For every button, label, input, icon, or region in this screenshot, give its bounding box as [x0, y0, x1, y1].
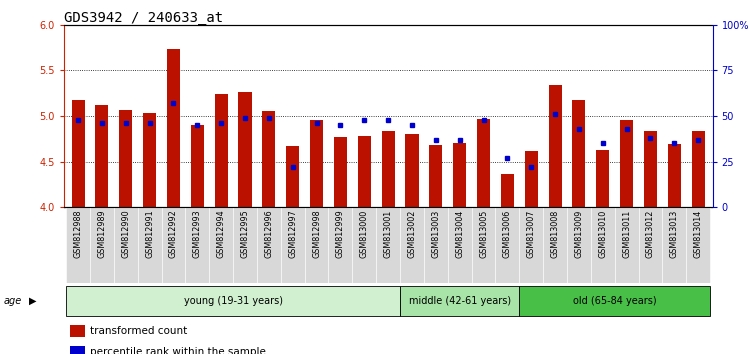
- Text: middle (42-61 years): middle (42-61 years): [409, 296, 511, 306]
- FancyBboxPatch shape: [400, 207, 424, 283]
- FancyBboxPatch shape: [138, 207, 161, 283]
- Bar: [382, 131, 394, 207]
- Text: GDS3942 / 240633_at: GDS3942 / 240633_at: [64, 11, 223, 25]
- Bar: [644, 131, 657, 207]
- Bar: [429, 145, 442, 207]
- Bar: [238, 92, 251, 207]
- Bar: [167, 50, 180, 207]
- FancyBboxPatch shape: [352, 207, 376, 283]
- Bar: [95, 105, 109, 207]
- Bar: [286, 146, 299, 207]
- FancyBboxPatch shape: [114, 207, 138, 283]
- FancyBboxPatch shape: [376, 207, 400, 283]
- Bar: [310, 120, 323, 207]
- FancyBboxPatch shape: [543, 207, 567, 283]
- FancyBboxPatch shape: [400, 286, 519, 316]
- Bar: [548, 85, 562, 207]
- Bar: [668, 144, 681, 207]
- FancyBboxPatch shape: [185, 207, 209, 283]
- Text: GSM813002: GSM813002: [407, 209, 416, 258]
- Text: GSM812990: GSM812990: [122, 209, 130, 258]
- Bar: [119, 109, 132, 207]
- Bar: [596, 150, 609, 207]
- FancyBboxPatch shape: [519, 207, 543, 283]
- Bar: [334, 137, 347, 207]
- FancyBboxPatch shape: [90, 207, 114, 283]
- FancyBboxPatch shape: [233, 207, 257, 283]
- Text: GSM813014: GSM813014: [694, 209, 703, 258]
- Text: GSM813006: GSM813006: [503, 209, 512, 258]
- FancyBboxPatch shape: [70, 325, 85, 337]
- FancyBboxPatch shape: [66, 207, 90, 283]
- FancyBboxPatch shape: [638, 207, 662, 283]
- Text: GSM812989: GSM812989: [98, 209, 106, 258]
- Bar: [262, 112, 275, 207]
- FancyBboxPatch shape: [448, 207, 472, 283]
- Text: GSM812997: GSM812997: [288, 209, 297, 258]
- Text: GSM813001: GSM813001: [383, 209, 393, 258]
- Bar: [477, 119, 490, 207]
- Text: percentile rank within the sample: percentile rank within the sample: [90, 347, 266, 354]
- Text: GSM812993: GSM812993: [193, 209, 202, 258]
- Bar: [214, 94, 228, 207]
- Bar: [406, 134, 418, 207]
- FancyBboxPatch shape: [591, 207, 615, 283]
- FancyBboxPatch shape: [257, 207, 280, 283]
- Text: GSM813003: GSM813003: [431, 209, 440, 258]
- Bar: [525, 150, 538, 207]
- Bar: [572, 99, 586, 207]
- Text: GSM813005: GSM813005: [479, 209, 488, 258]
- Bar: [143, 113, 156, 207]
- FancyBboxPatch shape: [519, 286, 710, 316]
- Text: GSM813013: GSM813013: [670, 209, 679, 258]
- FancyBboxPatch shape: [686, 207, 710, 283]
- Text: GSM812994: GSM812994: [217, 209, 226, 258]
- Text: GSM813009: GSM813009: [574, 209, 584, 258]
- FancyBboxPatch shape: [567, 207, 591, 283]
- Text: old (65-84 years): old (65-84 years): [573, 296, 656, 306]
- Text: GSM813010: GSM813010: [598, 209, 608, 258]
- FancyBboxPatch shape: [424, 207, 448, 283]
- Text: GSM812992: GSM812992: [169, 209, 178, 258]
- Bar: [453, 143, 466, 207]
- Text: young (19-31 years): young (19-31 years): [184, 296, 283, 306]
- Text: GSM813008: GSM813008: [550, 209, 560, 258]
- Bar: [620, 120, 633, 207]
- Text: transformed count: transformed count: [90, 326, 187, 336]
- Text: GSM812999: GSM812999: [336, 209, 345, 258]
- Bar: [501, 174, 514, 207]
- FancyBboxPatch shape: [209, 207, 233, 283]
- Text: GSM813004: GSM813004: [455, 209, 464, 258]
- FancyBboxPatch shape: [280, 207, 304, 283]
- FancyBboxPatch shape: [70, 346, 85, 354]
- Text: GSM813012: GSM813012: [646, 209, 655, 258]
- Text: GSM813011: GSM813011: [622, 209, 632, 258]
- Text: age: age: [4, 296, 22, 306]
- Text: GSM813000: GSM813000: [360, 209, 369, 258]
- Text: GSM812991: GSM812991: [145, 209, 154, 258]
- Text: GSM812988: GSM812988: [74, 209, 82, 258]
- FancyBboxPatch shape: [66, 286, 400, 316]
- Bar: [692, 131, 705, 207]
- Bar: [190, 125, 204, 207]
- FancyBboxPatch shape: [496, 207, 519, 283]
- Text: ▶: ▶: [28, 296, 36, 306]
- Bar: [358, 136, 370, 207]
- Bar: [71, 99, 85, 207]
- Text: GSM813007: GSM813007: [526, 209, 536, 258]
- FancyBboxPatch shape: [304, 207, 328, 283]
- FancyBboxPatch shape: [615, 207, 638, 283]
- FancyBboxPatch shape: [662, 207, 686, 283]
- FancyBboxPatch shape: [328, 207, 352, 283]
- Text: GSM812996: GSM812996: [264, 209, 273, 258]
- Text: GSM812998: GSM812998: [312, 209, 321, 258]
- FancyBboxPatch shape: [161, 207, 185, 283]
- Text: GSM812995: GSM812995: [241, 209, 250, 258]
- FancyBboxPatch shape: [472, 207, 496, 283]
